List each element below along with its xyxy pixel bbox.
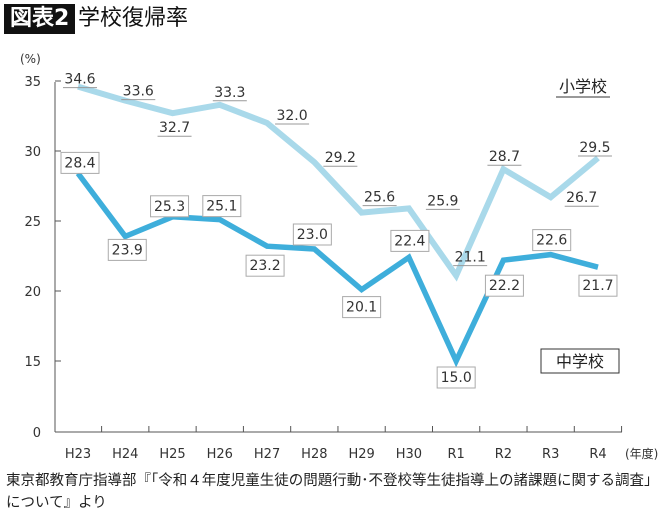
- x-tick-label: R2: [495, 447, 512, 462]
- x-tick-label: H25: [159, 447, 185, 462]
- data-label-box: [532, 229, 572, 252]
- chart-title: 学校復帰率: [78, 6, 189, 31]
- x-tick-label: H24: [112, 447, 138, 462]
- y-tick-label: 0: [33, 426, 41, 441]
- data-label-box: [436, 366, 476, 389]
- data-label: 15.0: [441, 370, 472, 386]
- x-tick-label: H27: [254, 447, 280, 462]
- data-label-box: [342, 296, 382, 319]
- x-tick-label: H30: [396, 447, 422, 462]
- x-axis-label: (年度): [625, 446, 658, 461]
- data-label: 21.1: [455, 250, 486, 266]
- data-label: 23.9: [112, 242, 143, 258]
- data-label: 23.2: [249, 258, 280, 274]
- data-label: 34.6: [64, 72, 95, 88]
- data-label-box: [245, 254, 285, 277]
- y-axis-unit: (%): [20, 52, 41, 66]
- data-label-box: [484, 274, 524, 297]
- x-tick-label: R4: [589, 447, 606, 462]
- x-tick-label: H23: [65, 447, 91, 462]
- data-label: 21.7: [582, 278, 613, 294]
- y-tick-label: 30: [24, 145, 41, 160]
- data-label: 33.3: [214, 85, 245, 101]
- data-label: 32.7: [159, 120, 190, 136]
- data-label-box: [60, 151, 100, 174]
- x-tick-label: H29: [348, 447, 374, 462]
- data-label: 29.5: [579, 140, 610, 156]
- figure-label: 図表2: [4, 4, 76, 34]
- data-label: 22.4: [394, 233, 425, 249]
- data-label: 29.2: [325, 150, 356, 166]
- legend-junior-high: 中学校: [556, 352, 604, 371]
- y-tick-label: 15: [24, 355, 41, 370]
- series-line-junior-high: [75, 171, 599, 368]
- data-label: 28.7: [489, 149, 520, 165]
- data-label-box: [150, 195, 190, 218]
- source-note: 東京都教育庁指導部『「令和４年度児童生徒の問題行動･不登校等生徒指導上の諸課題に…: [6, 473, 659, 511]
- data-label: 33.6: [123, 84, 154, 100]
- data-label: 20.1: [346, 300, 377, 316]
- data-label: 22.2: [489, 278, 520, 294]
- y-tick-label: 20: [24, 285, 41, 300]
- data-label-box: [107, 238, 147, 261]
- data-label: 25.1: [206, 199, 237, 215]
- data-label: 26.7: [566, 190, 597, 206]
- x-tick-label: R1: [448, 447, 465, 462]
- data-label: 22.6: [536, 233, 567, 249]
- series-line-elementary: [77, 83, 600, 282]
- data-label: 25.9: [427, 193, 458, 209]
- y-tick-label: 25: [24, 215, 41, 230]
- y-tick-label: 35: [24, 75, 41, 90]
- x-tick-label: R3: [542, 447, 559, 462]
- data-label: 32.0: [276, 108, 307, 124]
- x-tick-label: H26: [207, 447, 233, 462]
- data-label: 25.3: [154, 199, 185, 215]
- data-label-box: [202, 195, 242, 218]
- data-label: 23.0: [297, 227, 328, 243]
- data-label-box: [578, 274, 618, 297]
- data-label-box: [292, 223, 332, 246]
- legend-elementary: 小学校: [559, 77, 607, 96]
- data-label: 25.6: [364, 190, 395, 206]
- data-label: 28.4: [64, 155, 95, 171]
- legend-junior-high-box: [540, 348, 620, 374]
- x-tick-label: H28: [301, 447, 327, 462]
- data-label-box: [390, 229, 430, 252]
